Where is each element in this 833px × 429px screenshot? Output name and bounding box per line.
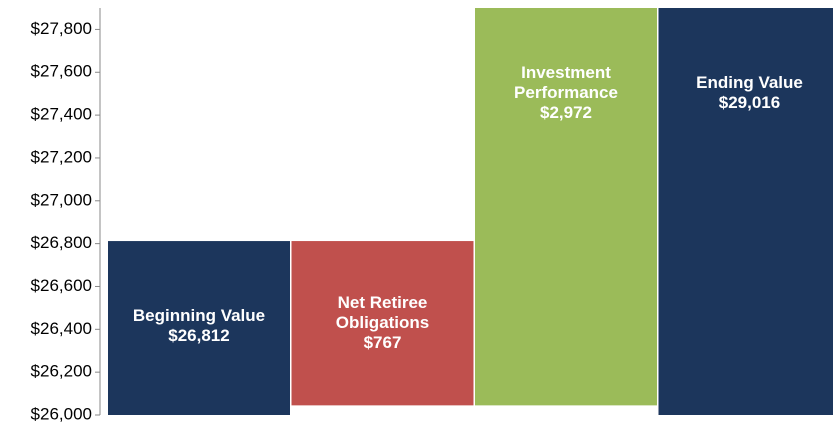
bar-label: Beginning Value $26,812 — [108, 306, 290, 346]
category-label: Investment Performance — [514, 63, 618, 102]
value-label: $29,016 — [718, 93, 781, 112]
value-label: $26,812 — [168, 326, 230, 346]
bar — [475, 8, 657, 406]
y-tick-label: $27,600 — [31, 62, 92, 81]
bar — [291, 241, 474, 406]
value-label: $767 — [363, 333, 402, 353]
y-tick-label: $27,000 — [31, 190, 92, 209]
y-tick-label: $26,800 — [31, 233, 92, 252]
y-tick-label: $27,400 — [31, 105, 92, 124]
y-tick-label: $26,000 — [31, 404, 92, 423]
y-tick-label: $27,200 — [31, 147, 92, 166]
y-tick-label: $26,400 — [31, 319, 92, 338]
bar-label: Net Retiree Obligations $767 — [292, 293, 474, 353]
category-label: Ending Value — [696, 73, 803, 92]
value-label: $2,972 — [540, 103, 592, 122]
bar — [108, 241, 290, 415]
category-label: Net Retiree Obligations — [335, 293, 430, 333]
bars — [108, 8, 833, 415]
y-tick-label: $27,800 — [31, 19, 92, 38]
y-tick-label: $26,200 — [31, 362, 92, 381]
bar-label: Investment Performance $2,972 — [475, 63, 657, 123]
y-tick-label: $26,600 — [31, 276, 92, 295]
bar — [658, 8, 833, 415]
category-label: Beginning Value — [132, 306, 266, 326]
bar-label: Ending Value $29,016 — [659, 73, 833, 113]
